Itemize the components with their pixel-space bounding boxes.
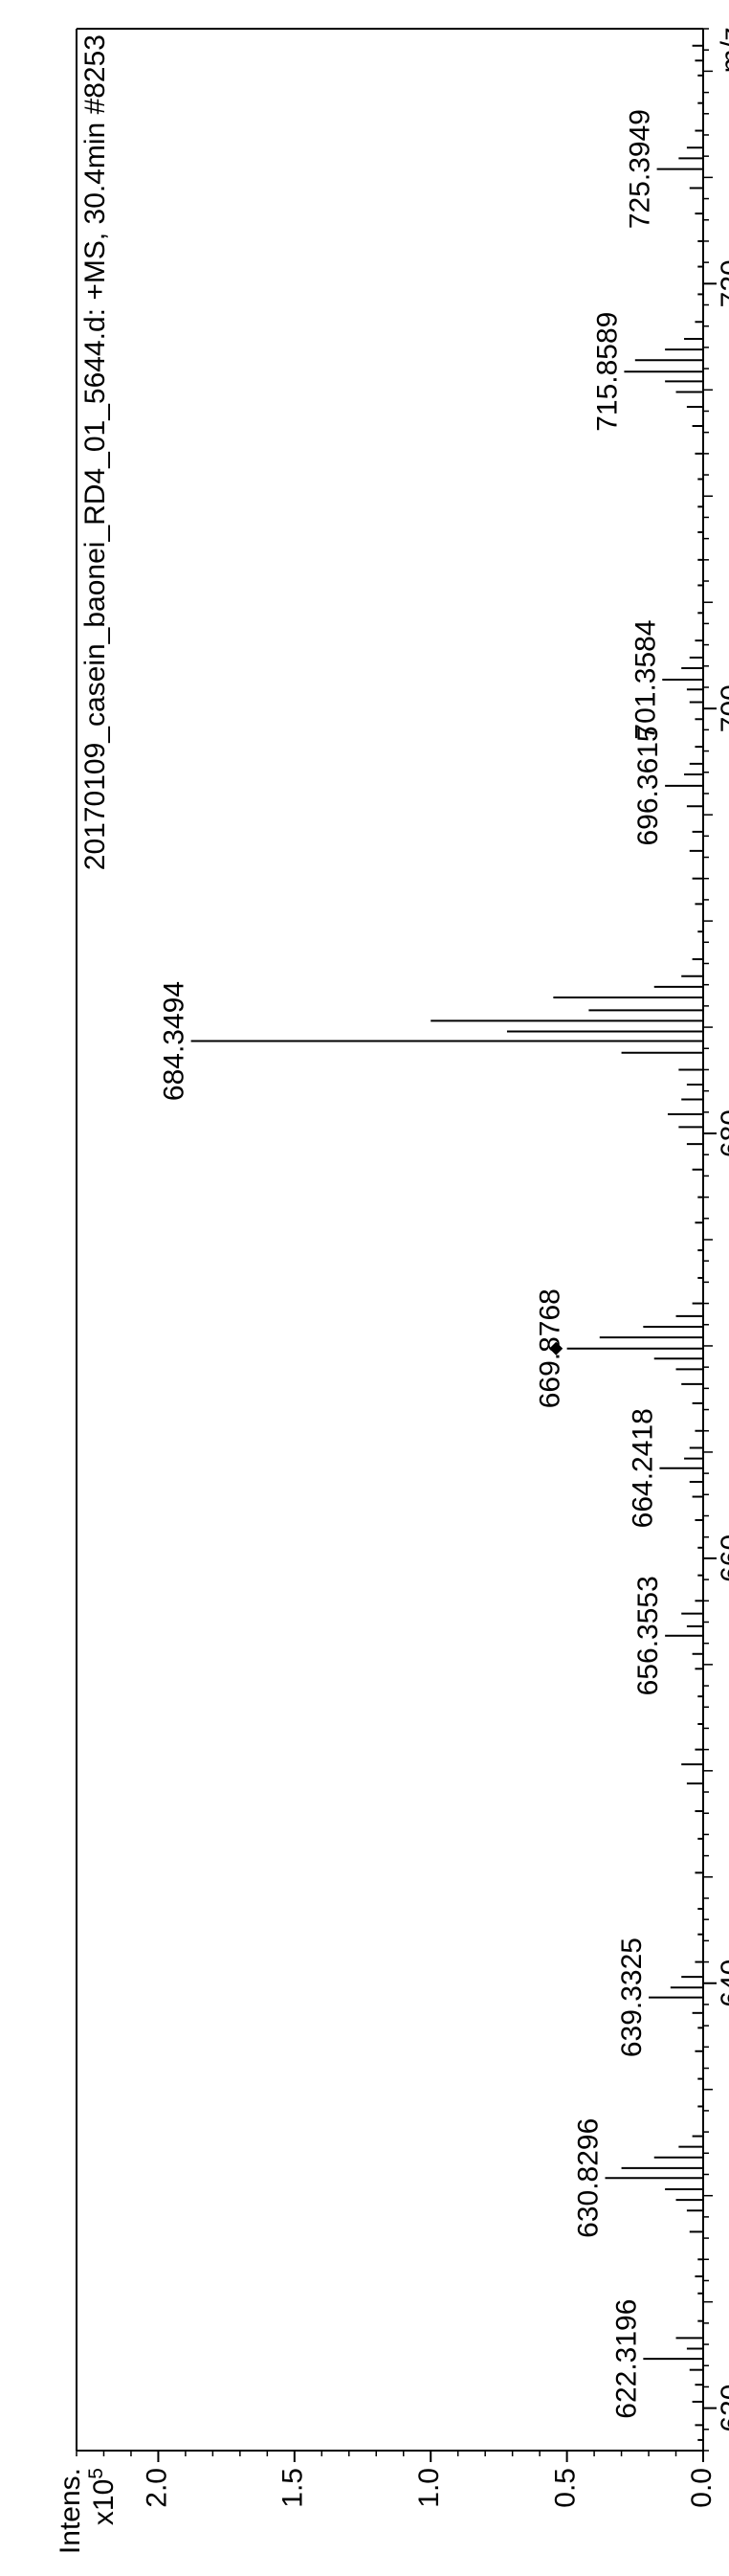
peak-label: 664.2418	[627, 1408, 658, 1528]
mass-spectrum-chart: 620 640 660 680 700 720 m/z 0.0 0.5 1.0 1.5 2.0 Inte…	[0, 0, 729, 2576]
intensity-tick-label: 1.0	[413, 2468, 445, 2508]
mz-tick-label: 660	[716, 1534, 729, 1582]
mz-tick-label: 700	[716, 684, 729, 732]
peak-label: 630.8296	[572, 2118, 604, 2238]
peak-label: 684.3494	[159, 981, 190, 1101]
intensity-tick-label: 2.0	[141, 2468, 172, 2508]
intensity-tick-label: 0.0	[686, 2468, 718, 2508]
intensity-tick-label: 0.5	[550, 2468, 582, 2508]
chart-title: 20170109_casein_baonei_RD4_01_5644.d: +M…	[79, 34, 111, 870]
intensity-axis-label-2: x105	[85, 2468, 120, 2525]
peak-label: 725.3949	[625, 109, 656, 229]
mz-axis-label: m/z	[716, 27, 729, 73]
intensity-tick-label: 1.5	[277, 2468, 309, 2508]
peak-label: 622.3196	[610, 2299, 642, 2419]
mz-ticks	[703, 29, 717, 2451]
intensity-ticks: 0.0 0.5 1.0 1.5 2.0	[77, 2451, 718, 2508]
peak-label: 715.8589	[591, 312, 623, 432]
mz-tick-label: 640	[716, 1960, 729, 2007]
intensity-axis-label-1: Intens.	[55, 2468, 86, 2554]
peak-label: 639.3325	[616, 1938, 648, 2057]
peak-label: 696.3615	[632, 726, 664, 845]
mz-tick-label: 620	[716, 2385, 729, 2432]
peak-label: 656.3553	[632, 1576, 664, 1695]
mz-tick-label: 720	[716, 259, 729, 307]
peak-label: 701.3584	[630, 619, 661, 739]
mz-tick-label: 680	[716, 1109, 729, 1157]
